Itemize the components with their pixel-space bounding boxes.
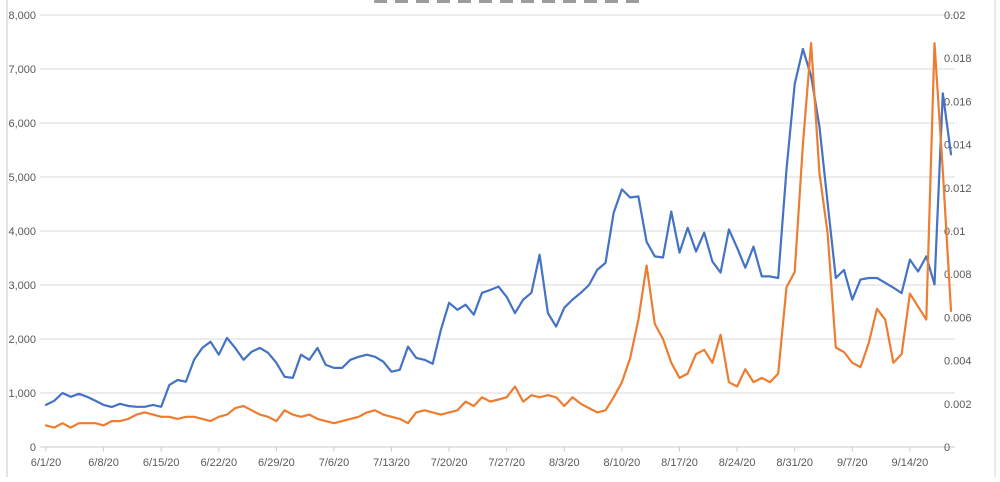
y-axis-left-label: 8,000 bbox=[8, 10, 36, 22]
y-axis-right-label: 0.004 bbox=[944, 356, 972, 368]
x-axis-label: 8/24/20 bbox=[719, 457, 756, 469]
y-axis-right-label: 0 bbox=[944, 442, 950, 454]
y-axis-left-label: 2,000 bbox=[8, 334, 36, 346]
x-axis-label: 6/1/20 bbox=[31, 457, 62, 469]
x-axis-label: 9/7/20 bbox=[837, 457, 868, 469]
y-axis-left-label: 0 bbox=[30, 442, 36, 454]
y-axis-left-label: 5,000 bbox=[8, 172, 36, 184]
x-axis-label: 7/27/20 bbox=[488, 457, 525, 469]
x-axis-label: 8/17/20 bbox=[661, 457, 698, 469]
y-axis-left-label: 3,000 bbox=[8, 280, 36, 292]
x-axis-label: 8/3/20 bbox=[549, 457, 580, 469]
y-axis-right-label: 0.016 bbox=[944, 96, 972, 108]
series-orange-right-axis-line bbox=[44, 41, 953, 429]
y-axis-right-label: 0.02 bbox=[944, 10, 965, 22]
right-window-edge bbox=[994, 0, 996, 477]
y-axis-left-label: 7,000 bbox=[8, 64, 36, 76]
y-axis-right-label: 0.01 bbox=[944, 226, 965, 238]
clipped-chart-title bbox=[374, 0, 642, 3]
x-axis-label: 7/13/20 bbox=[373, 457, 410, 469]
x-axis-label: 7/20/20 bbox=[431, 457, 468, 469]
series-blue-left-axis-line bbox=[44, 47, 953, 409]
y-axis-right-label: 0.012 bbox=[944, 183, 972, 195]
x-axis-label: 6/29/20 bbox=[258, 457, 295, 469]
y-axis-left-label: 6,000 bbox=[8, 118, 36, 130]
y-axis-left-label: 4,000 bbox=[8, 226, 36, 238]
x-axis-label: 6/8/20 bbox=[88, 457, 119, 469]
x-axis-label: 8/31/20 bbox=[776, 457, 813, 469]
y-axis-right-label: 0.008 bbox=[944, 269, 972, 281]
x-axis-label: 7/6/20 bbox=[319, 457, 350, 469]
x-axis-label: 6/15/20 bbox=[143, 457, 180, 469]
x-axis-label: 9/14/20 bbox=[892, 457, 929, 469]
y-axis-right-label: 0.002 bbox=[944, 399, 972, 411]
x-axis-label: 8/10/20 bbox=[604, 457, 641, 469]
y-axis-right-label: 0.018 bbox=[944, 53, 972, 65]
left-window-edge bbox=[6, 0, 8, 477]
x-axis-label: 6/22/20 bbox=[200, 457, 237, 469]
y-axis-right-label: 0.006 bbox=[944, 312, 972, 324]
y-axis-right-label: 0.014 bbox=[944, 140, 972, 152]
y-axis-left-label: 1,000 bbox=[8, 388, 36, 400]
